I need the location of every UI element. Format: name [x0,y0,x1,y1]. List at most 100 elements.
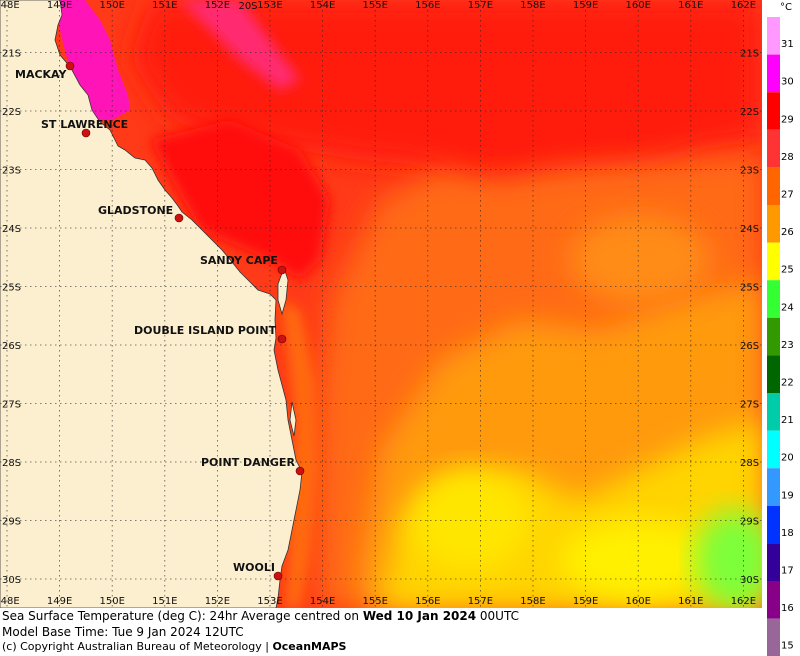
longitude-label: 148E [0,596,20,607]
longitude-label: 161E [678,596,703,607]
latitude-label: 28S [740,458,759,469]
colorbar-tick-label: 17 [781,565,794,576]
longitude-label: 161E [678,0,703,11]
longitude-label: 151E [152,0,177,11]
latitude-label: 21S [740,49,759,60]
latitude-label: 25S [740,283,759,294]
longitude-label: 154E [310,596,335,607]
latitude-label: 26S [740,341,759,352]
sst-25-patch [560,520,720,600]
sst-map: 148E 148E 149E 149E 150E 150E 151E 151E 152E 152E… [0,0,762,608]
latitude-label: 21S [2,49,21,60]
colorbar-tick-label: 19 [781,490,794,501]
longitude-label: 149E [47,0,72,11]
colorbar-swatch [767,92,780,130]
colorbar-tick-label: 15 [781,641,794,652]
colorbar-swatch [767,393,780,431]
colorbar-tick-label: 18 [781,528,794,539]
longitude-label: 160E [625,596,650,607]
colorbar-tick-label: 25 [781,265,794,276]
place-marker-icon [277,265,287,275]
latitude-label: 28S [2,458,21,469]
place-label: GLADSTONE [98,204,173,217]
latitude-label: 24S [2,224,21,235]
colorbar-swatch [767,468,780,506]
longitude-label: 152E [205,596,230,607]
colorbar-swatch [767,280,780,318]
caption-date: Wed 10 Jan 2024 [362,609,477,623]
colorbar-swatch [767,505,780,544]
oceanmaps-brand: OceanMAPS [272,640,347,653]
latitude-label: 25S [2,283,21,294]
sst-25-patch [410,470,530,570]
latitude-label: 30S [740,575,759,586]
colorbar-tick-label: 27 [781,189,794,200]
place-label: SANDY CAPE [200,254,278,267]
latitude-label: 27S [740,400,759,411]
longitude-label: 155E [362,596,387,607]
latitude-labels: 20S 21S 21S 22S 22S 23S 23S 24S 24S 25S 25S 26S 26S 2… [2,1,759,586]
colorbar-swatch [767,581,780,619]
colorbar-swatch [767,167,780,205]
longitude-label: 158E [520,0,545,11]
fraser-island [277,266,289,316]
sst-29-region [130,0,762,190]
colorbar-swatch [767,242,780,281]
place-label: DOUBLE ISLAND POINT [134,324,277,337]
longitude-label: 157E [468,0,493,11]
colorbar-tick-label: 29 [781,114,794,125]
colorbar-tick-label: 23 [781,340,794,351]
longitude-label: 160E [625,0,650,11]
latitude-label: 29S [740,517,759,528]
longitude-label: 150E [99,596,124,607]
colorbar-swatch [767,543,780,581]
place-markers: MACKAY ST LAWRENCE GLADSTONE SANDY CAPE DOUB… [15,61,305,581]
colorbar-swatch [767,129,780,168]
colorbar-swatch [767,618,780,656]
longitude-label: 155E [362,0,387,11]
colorbar-tick-label: 24 [781,302,794,313]
longitude-label: 148E [0,0,20,11]
longitude-label: 162E [731,596,756,607]
caption-line-3: (c) Copyright Australian Bureau of Meteo… [2,640,346,653]
place-marker-icon [295,466,305,476]
place-marker-icon [277,334,287,344]
colorbar-tick-label: 26 [781,227,794,238]
colorbar-tick-label: 31 [781,39,794,50]
caption-title: Sea Surface Temperature (deg C): 24hr Av… [2,609,363,623]
longitude-label: 162E [731,0,756,11]
colorbar-swatch [767,205,780,243]
longitude-label: 154E [310,0,335,11]
place-marker-icon [65,61,75,71]
colorbar-tick-label: 16 [781,603,794,614]
colorbar-tick-label: 28 [781,152,794,163]
moreton-island [289,401,297,437]
colorbar-unit: °C [780,2,792,13]
caption-time: 00UTC [476,609,519,623]
sst-24-patch [695,510,762,608]
caption-line-1: Sea Surface Temperature (deg C): 24hr Av… [2,609,519,623]
latitude-label: 23S [740,166,759,177]
place-label: POINT DANGER [201,456,295,469]
latitude-label: 22S [740,107,759,118]
longitude-label: 159E [573,596,598,607]
copyright-text: (c) Copyright Australian Bureau of Meteo… [2,640,273,653]
latitude-label: 20S [238,1,257,12]
longitude-label: 149E [47,596,72,607]
place-marker-icon [174,213,184,223]
longitude-labels: 148E 148E 149E 149E 150E 150E 151E 151E 152E 152E… [0,0,756,607]
longitude-label: 156E [415,596,440,607]
colorbar-tick-label: 22 [781,377,794,388]
longitude-label: 158E [520,596,545,607]
australia-land [0,0,303,608]
latitude-label: 30S [2,575,21,586]
sst-26-patch [570,215,710,305]
latitude-label: 24S [740,224,759,235]
place-label: ST LAWRENCE [41,118,128,131]
graticule [0,0,762,608]
longitude-label: 159E [573,0,598,11]
sst-coastal-warm [150,120,330,280]
colorbar-swatch [767,355,780,393]
longitude-label: 153E [257,0,282,11]
colorbar-tick-label: 20 [781,453,794,464]
